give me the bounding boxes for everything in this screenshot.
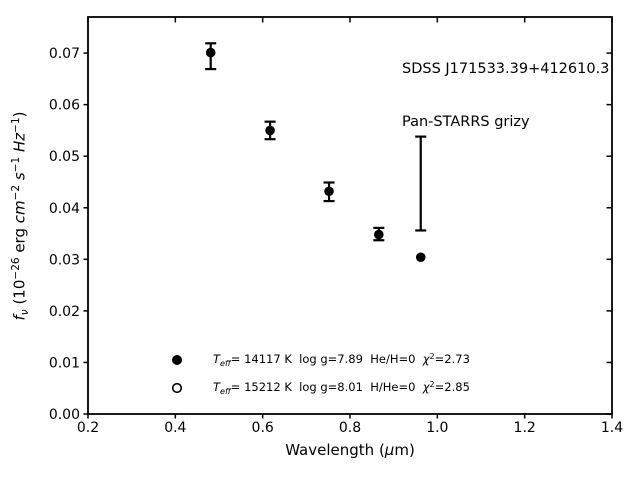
y-tick-label: 0.01	[49, 355, 80, 371]
y-tick-label: 0.05	[49, 149, 80, 165]
y-tick-label: 0.04	[49, 201, 80, 217]
x-tick-label: 0.4	[164, 420, 186, 436]
x-tick-label: 1.2	[514, 420, 536, 436]
target-name: SDSS J171533.39+412610.3	[402, 61, 610, 77]
data-point	[265, 125, 275, 136]
y-axis-label: fν (10−26 erg cm−2 s−1 Hz−1)	[10, 111, 31, 321]
x-tick-label: 0.6	[252, 420, 274, 436]
y-tick-label: 0.02	[49, 304, 80, 320]
data-point	[415, 252, 426, 263]
target-annotation: SDSS J171533.39+412610.3 Pan-STARRS griz…	[402, 26, 609, 166]
data-point	[324, 186, 334, 197]
x-tick-label: 1.4	[601, 420, 623, 436]
y-tick-label: 0.07	[49, 46, 80, 62]
x-tick-label: 0.8	[339, 420, 361, 436]
x-tick-label: 0.2	[77, 420, 99, 436]
x-axis-label: Wavelength (μm)	[285, 441, 415, 459]
data-point	[374, 229, 384, 240]
y-tick-label: 0.06	[49, 98, 80, 114]
y-tick-label: 0.03	[49, 252, 80, 268]
survey-name: Pan-STARRS grizy	[402, 113, 530, 130]
y-tick-label: 0.00	[49, 407, 80, 423]
data-point	[205, 47, 216, 58]
x-tick-label: 1.0	[426, 420, 448, 436]
